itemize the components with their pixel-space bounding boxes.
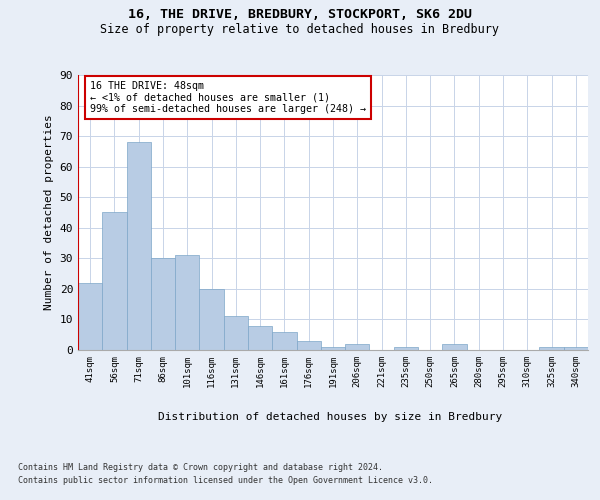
Bar xyxy=(248,326,272,350)
Bar xyxy=(345,344,370,350)
Text: Contains public sector information licensed under the Open Government Licence v3: Contains public sector information licen… xyxy=(18,476,433,485)
Bar xyxy=(539,347,564,350)
Text: Size of property relative to detached houses in Bredbury: Size of property relative to detached ho… xyxy=(101,22,499,36)
Text: Contains HM Land Registry data © Crown copyright and database right 2024.: Contains HM Land Registry data © Crown c… xyxy=(18,462,383,471)
Text: 16, THE DRIVE, BREDBURY, STOCKPORT, SK6 2DU: 16, THE DRIVE, BREDBURY, STOCKPORT, SK6 … xyxy=(128,8,472,20)
Bar xyxy=(127,142,151,350)
Y-axis label: Number of detached properties: Number of detached properties xyxy=(44,114,54,310)
Bar xyxy=(564,347,588,350)
Bar xyxy=(224,316,248,350)
Bar xyxy=(442,344,467,350)
Bar xyxy=(151,258,175,350)
Bar xyxy=(272,332,296,350)
Bar xyxy=(321,347,345,350)
Bar xyxy=(78,283,102,350)
Bar xyxy=(102,212,127,350)
Text: Distribution of detached houses by size in Bredbury: Distribution of detached houses by size … xyxy=(158,412,502,422)
Bar xyxy=(296,341,321,350)
Bar xyxy=(394,347,418,350)
Text: 16 THE DRIVE: 48sqm
← <1% of detached houses are smaller (1)
99% of semi-detache: 16 THE DRIVE: 48sqm ← <1% of detached ho… xyxy=(90,81,366,114)
Bar xyxy=(199,289,224,350)
Bar xyxy=(175,256,199,350)
